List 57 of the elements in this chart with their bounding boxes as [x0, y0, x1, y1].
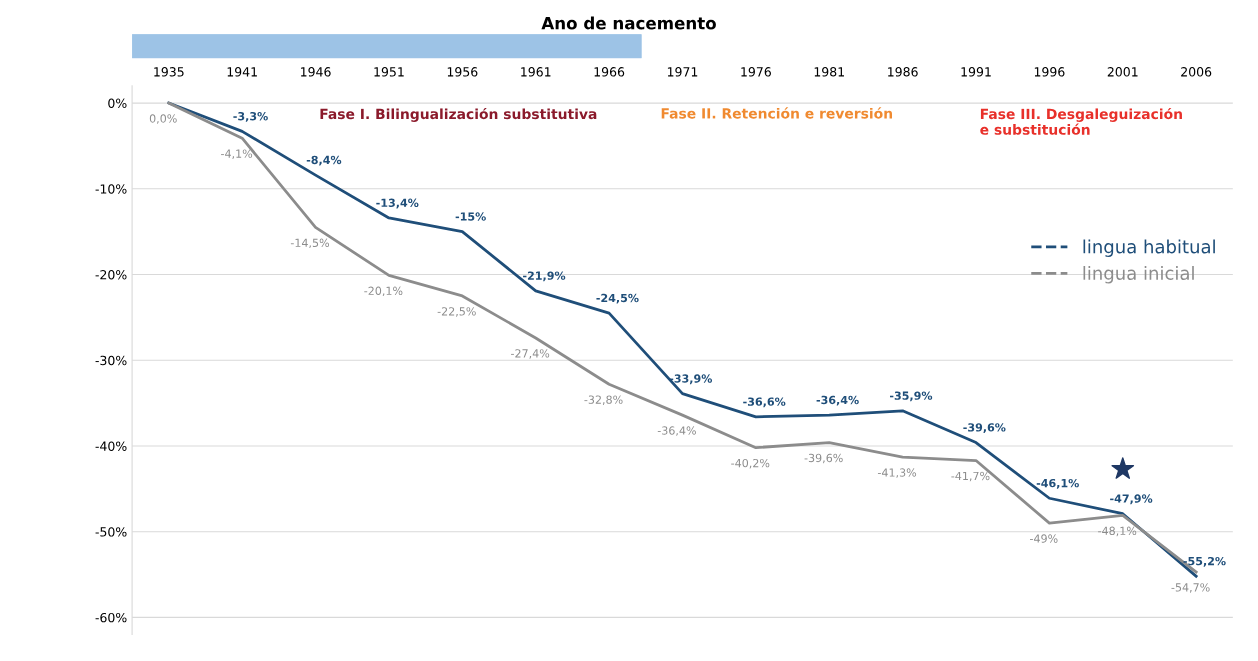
data-label: -36,6% [743, 397, 786, 408]
x-tick-label: 1971 [667, 67, 698, 77]
x-tick-label: 1996 [1034, 67, 1065, 77]
x-tick-label: 1981 [814, 67, 844, 77]
x-tick-label: 1951 [374, 67, 404, 77]
y-tick-label: -30% [95, 355, 127, 366]
x-tick-label: 1961 [521, 67, 551, 77]
data-label: -13,4% [376, 198, 419, 209]
data-label: -36,4% [657, 426, 696, 436]
y-tick-label: -20% [95, 269, 127, 280]
x-tick-label: 1986 [888, 67, 918, 77]
data-label: -35,9% [889, 391, 933, 402]
x-tick-label: 2001 [1107, 67, 1138, 77]
y-tick-label: -50% [95, 527, 127, 537]
data-label: -14,5% [290, 238, 330, 249]
data-label: -46,1% [1036, 478, 1079, 489]
annotation: Fase III. Desgaleguización e substitución [980, 107, 1182, 135]
data-label: -32,8% [584, 395, 623, 405]
data-label: -22,5% [437, 307, 476, 317]
y-tick-label: -10% [95, 184, 127, 194]
x-tick-label: 1956 [447, 67, 478, 77]
data-label: -36,4% [816, 395, 859, 406]
data-label: -21,9% [523, 271, 566, 282]
x-tick-label: 1976 [741, 67, 771, 77]
data-label: -48,1% [1098, 526, 1137, 537]
data-label: -39,6% [963, 423, 1006, 434]
data-label: -41,3% [877, 468, 917, 478]
data-label: -3,3% [233, 112, 268, 122]
data-label: -20,1% [364, 286, 403, 297]
y-tick-label: 0% [108, 98, 127, 108]
data-label: -15% [455, 212, 486, 221]
data-label: -40,2% [731, 458, 770, 469]
x-tick-label: 1966 [594, 67, 625, 77]
x-tick-label: 1946 [301, 67, 331, 77]
data-label: -47,9% [1110, 494, 1153, 505]
data-label: -55,2% [1183, 556, 1226, 567]
chart-title: Ano de nacemento [541, 16, 716, 30]
legend-label: lingua habitual [1083, 239, 1215, 257]
data-label: -8,4% [306, 155, 342, 166]
data-label: -41,7% [951, 471, 990, 482]
x-tick-label: 1991 [961, 67, 991, 77]
data-label: -39,6% [804, 453, 843, 464]
data-label: 0,0% [149, 114, 177, 124]
data-label: -4,1% [221, 149, 253, 159]
data-label: -33,9% [669, 374, 713, 385]
data-label: -24,5% [596, 293, 639, 304]
data-label: -49% [1030, 534, 1058, 543]
annotation: Fase II. Retención e reversión [661, 107, 892, 119]
x-tick-label: 2006 [1181, 67, 1212, 77]
y-tick-label: -60% [95, 612, 127, 623]
y-tick-label: -40% [95, 441, 127, 451]
legend-label: lingua inicial [1083, 266, 1194, 284]
data-label: -54,7% [1171, 583, 1210, 593]
data-label: -27,4% [511, 349, 550, 359]
annotation: Fase I. Bilingualización substitutiva [320, 107, 597, 122]
x-tick-label: 1941 [227, 67, 257, 77]
x-tick-label: 1935 [154, 67, 184, 77]
